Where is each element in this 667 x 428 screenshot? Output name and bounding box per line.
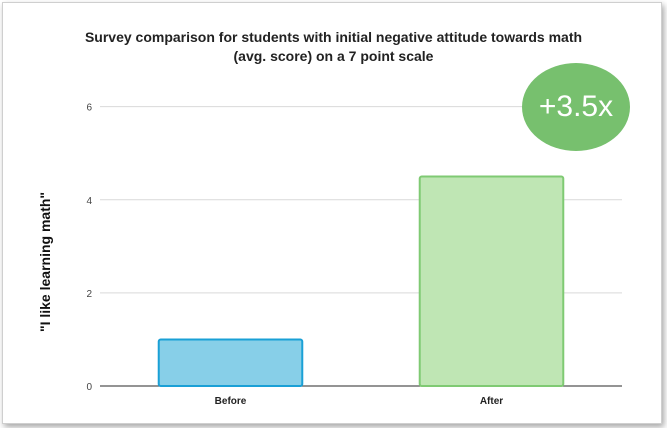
- x-tick-label-after: After: [480, 396, 503, 407]
- bars: [157, 175, 565, 387]
- chart-title-block: Survey comparison for students with init…: [0, 28, 667, 66]
- y-axis-label: "I like learning math": [37, 192, 53, 332]
- increase-badge: +3.5x: [522, 63, 630, 151]
- y-tick-label: 2: [86, 289, 92, 300]
- x-tick-label-before: Before: [215, 396, 247, 407]
- y-tick-label: 0: [86, 382, 92, 393]
- chart-subtitle: (avg. score) on a 7 point scale: [233, 48, 434, 64]
- y-tick-label: 4: [86, 196, 92, 207]
- x-tick-labels: Before After: [215, 396, 504, 407]
- bar-before: [157, 338, 304, 387]
- chart-title: Survey comparison for students with init…: [84, 29, 583, 45]
- bar-after: [418, 175, 565, 387]
- y-tick-label: 6: [86, 103, 92, 114]
- increase-badge-label: +3.5x: [538, 90, 614, 123]
- y-tick-labels: 0 2 4 6: [86, 103, 92, 393]
